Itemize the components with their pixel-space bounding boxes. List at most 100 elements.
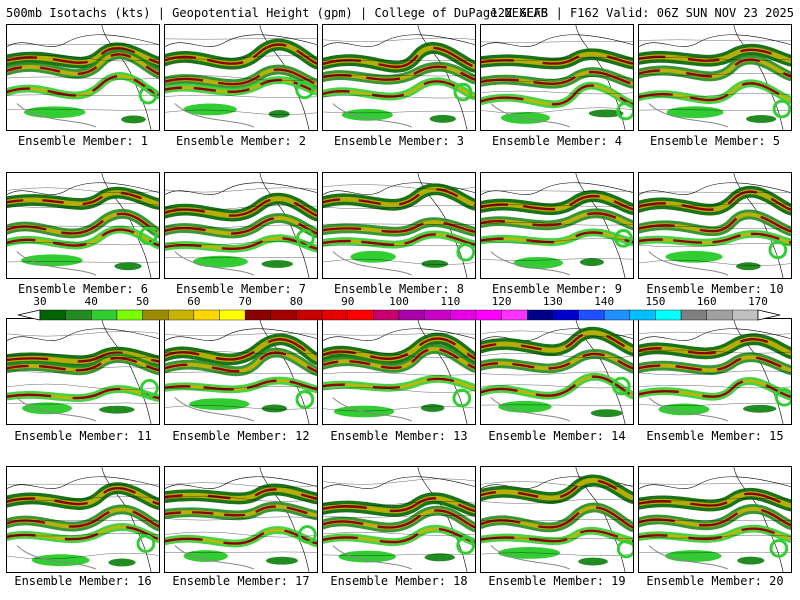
ensemble-map — [7, 319, 159, 424]
ensemble-map — [639, 25, 791, 130]
colorbar-tick-label: 110 — [440, 295, 461, 308]
colorbar-swatch — [680, 309, 707, 321]
ensemble-member-label: Ensemble Member: 13 — [330, 429, 468, 443]
colorbar-swatch — [450, 309, 477, 321]
ensemble-map — [323, 25, 475, 130]
ensemble-map — [639, 467, 791, 572]
colorbar-tick-label: 50 — [135, 295, 150, 308]
colorbar-swatch — [475, 309, 502, 321]
ensemble-member-label: Ensemble Member: 17 — [172, 574, 310, 588]
ensemble-map-panel — [638, 466, 792, 573]
header-title: 500mb Isotachs (kts) | Geopotential Heig… — [6, 6, 548, 20]
ensemble-map-panel — [6, 318, 160, 425]
colorbar-swatch — [501, 309, 528, 321]
ensemble-map — [165, 467, 317, 572]
colorbar-swatch — [373, 309, 400, 321]
header-run-info: 12Z GEFS | F162 Valid: 06Z SUN NOV 23 20… — [490, 6, 794, 20]
colorbar-swatch — [321, 309, 348, 321]
ensemble-map-panel — [164, 172, 318, 279]
ensemble-map-panel — [322, 466, 476, 573]
ensemble-map-panel — [322, 24, 476, 131]
colorbar-tick-label: 140 — [594, 295, 615, 308]
ensemble-map — [165, 319, 317, 424]
colorbar-swatch — [655, 309, 682, 321]
ensemble-map — [165, 25, 317, 130]
ensemble-map-panel — [164, 466, 318, 573]
colorbar-swatch — [629, 309, 656, 321]
ensemble-map — [165, 173, 317, 278]
colorbar-swatch — [347, 309, 374, 321]
ensemble-member-label: Ensemble Member: 6 — [17, 282, 149, 296]
ensemble-map — [481, 25, 633, 130]
ensemble-map-panel — [638, 172, 792, 279]
colorbar-swatch — [91, 309, 118, 321]
ensemble-map-panel — [638, 24, 792, 131]
ensemble-map-panel — [638, 318, 792, 425]
ensemble-map — [323, 467, 475, 572]
colorbar-swatch — [552, 309, 579, 321]
ensemble-map — [323, 173, 475, 278]
colorbar-swatch — [527, 309, 554, 321]
ensemble-member-label: Ensemble Member: 5 — [649, 134, 781, 148]
ensemble-map — [481, 467, 633, 572]
colorbar-swatch — [424, 309, 451, 321]
ensemble-map — [639, 173, 791, 278]
ensemble-map-panel — [480, 318, 634, 425]
colorbar-tick-label: 70 — [238, 295, 252, 308]
colorbar-swatch — [603, 309, 630, 321]
ensemble-member-label: Ensemble Member: 12 — [172, 429, 310, 443]
ensemble-map — [481, 173, 633, 278]
colorbar-tick-label: 170 — [748, 295, 768, 308]
colorbar-swatch — [39, 309, 66, 321]
ensemble-map — [323, 319, 475, 424]
ensemble-map — [7, 25, 159, 130]
ensemble-member-label: Ensemble Member: 18 — [330, 574, 468, 588]
colorbar-tick-label: 130 — [542, 295, 563, 308]
colorbar-tick-label: 30 — [33, 295, 47, 308]
colorbar-swatch — [244, 309, 271, 321]
ensemble-member-label: Ensemble Member: 20 — [646, 574, 784, 588]
colorbar-swatch — [219, 309, 246, 321]
ensemble-map — [7, 467, 159, 572]
header: 500mb Isotachs (kts) | Geopotential Heig… — [0, 0, 800, 24]
ensemble-map-panel — [164, 24, 318, 131]
ensemble-member-label: Ensemble Member: 16 — [14, 574, 152, 588]
ensemble-member-label: Ensemble Member: 8 — [333, 282, 465, 296]
ensemble-map-panel — [480, 24, 634, 131]
colorbar-tick-label: 80 — [289, 295, 304, 308]
ensemble-map-panel — [6, 466, 160, 573]
ensemble-map — [481, 319, 633, 424]
ensemble-member-label: Ensemble Member: 1 — [17, 134, 149, 148]
ensemble-member-label: Ensemble Member: 3 — [333, 134, 465, 148]
colorbar-swatch — [65, 309, 92, 321]
colorbar-tick-label: 90 — [341, 295, 355, 308]
ensemble-map-panel — [322, 318, 476, 425]
colorbar-swatch — [732, 309, 759, 321]
ensemble-member-label: Ensemble Member: 19 — [488, 574, 626, 588]
colorbar-tick-label: 40 — [84, 295, 98, 308]
ensemble-map — [639, 319, 791, 424]
ensemble-member-label: Ensemble Member: 14 — [488, 429, 626, 443]
ensemble-member-label: Ensemble Member: 9 — [491, 282, 623, 296]
ensemble-member-label: Ensemble Member: 7 — [175, 282, 307, 296]
colorbar-tick-label: 100 — [389, 295, 409, 308]
colorbar-swatch — [193, 309, 220, 321]
ensemble-map-panel — [164, 318, 318, 425]
ensemble-member-label: Ensemble Member: 10 — [646, 282, 784, 296]
colorbar-swatch — [168, 309, 195, 321]
colorbar-swatch — [706, 309, 733, 321]
colorbar-tick-label: 160 — [696, 295, 717, 308]
colorbar-swatch — [296, 309, 323, 321]
ensemble-map-panel — [6, 24, 160, 131]
colorbar-scale — [17, 309, 781, 321]
colorbar-tick-label: 120 — [491, 295, 512, 308]
colorbar-tick-label: 60 — [187, 295, 201, 308]
colorbar: 30 40 50 60 70 80 90 100 110 120 130 140 150 160 170 — [0, 295, 800, 322]
colorbar-swatch — [578, 309, 605, 321]
ensemble-map-panel — [480, 172, 634, 279]
colorbar-swatch — [398, 309, 425, 321]
ensemble-member-label: Ensemble Member: 4 — [491, 134, 623, 148]
ensemble-member-label: Ensemble Member: 11 — [14, 429, 152, 443]
ensemble-map-panel — [6, 172, 160, 279]
colorbar-swatch — [270, 309, 297, 321]
